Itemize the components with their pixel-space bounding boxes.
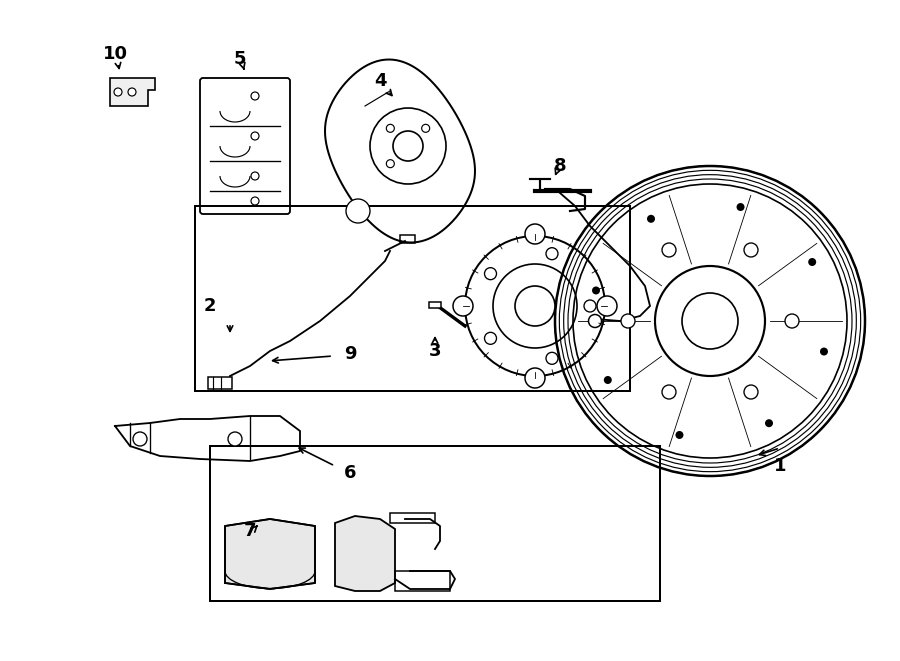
Bar: [208, 377, 232, 389]
Circle shape: [589, 315, 601, 327]
Circle shape: [251, 172, 259, 180]
Text: 8: 8: [554, 157, 566, 175]
Circle shape: [662, 243, 676, 257]
Circle shape: [604, 376, 612, 384]
Bar: [195, 206, 630, 391]
Circle shape: [647, 215, 655, 223]
Circle shape: [484, 268, 497, 280]
Text: 9: 9: [344, 345, 356, 363]
Text: 3: 3: [428, 342, 441, 360]
Circle shape: [228, 432, 242, 446]
Text: 5: 5: [234, 50, 247, 68]
Circle shape: [584, 300, 596, 312]
Bar: [395, 571, 450, 591]
Circle shape: [525, 224, 545, 244]
Circle shape: [785, 314, 799, 328]
Circle shape: [592, 286, 600, 294]
Circle shape: [597, 296, 617, 316]
Bar: [390, 513, 435, 523]
Circle shape: [621, 314, 635, 328]
Text: 7: 7: [244, 522, 256, 540]
Bar: [429, 302, 441, 308]
Circle shape: [484, 332, 497, 344]
Circle shape: [386, 124, 394, 132]
Circle shape: [808, 258, 816, 266]
Polygon shape: [335, 516, 395, 591]
Circle shape: [251, 197, 259, 205]
Circle shape: [525, 368, 545, 388]
Text: 10: 10: [103, 45, 128, 63]
Text: 6: 6: [344, 464, 356, 482]
Circle shape: [128, 88, 136, 96]
Circle shape: [422, 124, 429, 132]
Circle shape: [453, 296, 473, 316]
Bar: [210, 446, 660, 601]
Polygon shape: [110, 78, 155, 106]
Circle shape: [386, 160, 394, 168]
Text: 2: 2: [203, 297, 216, 315]
Circle shape: [546, 248, 558, 260]
Circle shape: [114, 88, 122, 96]
Circle shape: [765, 419, 773, 427]
Circle shape: [346, 199, 370, 223]
Circle shape: [515, 286, 555, 326]
Circle shape: [251, 132, 259, 140]
Circle shape: [744, 385, 758, 399]
Circle shape: [393, 131, 423, 161]
Circle shape: [744, 243, 758, 257]
Circle shape: [820, 348, 828, 356]
Circle shape: [736, 203, 744, 211]
Circle shape: [682, 293, 738, 349]
Text: 4: 4: [374, 72, 386, 90]
Polygon shape: [225, 519, 315, 589]
Bar: [400, 235, 415, 243]
Circle shape: [251, 92, 259, 100]
Circle shape: [662, 385, 676, 399]
Text: 1: 1: [774, 457, 787, 475]
Circle shape: [546, 352, 558, 364]
Circle shape: [676, 431, 683, 439]
Circle shape: [133, 432, 147, 446]
